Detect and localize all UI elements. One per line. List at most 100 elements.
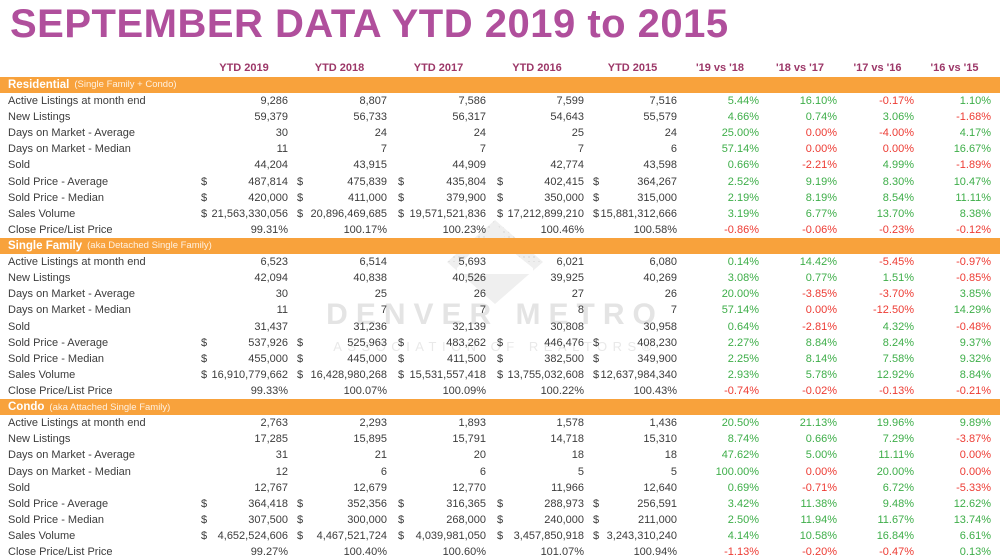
currency-symbol: $ (201, 336, 208, 349)
currency-symbol: $ (593, 336, 600, 349)
change-cell: 0.00% (882, 143, 914, 156)
value-text: 99.33% (250, 385, 288, 398)
change-cell: 8.24% (882, 336, 914, 349)
row-label: Sales Volume (8, 207, 76, 220)
value-text: 26 (664, 288, 677, 301)
value-text: 30,958 (643, 320, 677, 333)
value-text: 446,476 (544, 336, 584, 349)
change-cell: 14.29% (953, 304, 991, 317)
value-cell: $256,591 (586, 498, 679, 510)
value-cell: 100.23% (389, 224, 488, 236)
value-cell: 100.17% (290, 224, 389, 236)
value-text: 100.94% (633, 546, 677, 559)
change-cell: 8.14% (805, 352, 837, 365)
value-cell: $3,243,310,240 (586, 530, 679, 542)
change-cell: 19.96% (876, 416, 914, 429)
value-text: 6 (479, 465, 486, 478)
change-cell: 11.38% (800, 497, 838, 510)
section-subtitle: (Single Family + Condo) (74, 79, 177, 91)
value-cell: $300,000 (290, 514, 389, 526)
value-text: 11 (276, 143, 288, 156)
column-header: '16 vs '15 (930, 62, 979, 74)
value-text: 3,457,850,918 (513, 530, 584, 543)
table-row: Sold Price - Median $455,000 $445,000 $411,… (0, 351, 993, 367)
change-cell: -2.81% (802, 320, 837, 333)
ytd-data-table: YTD 2019 YTD 2018 YTD 2017 YTD 2016 YTD 2015… (0, 46, 1000, 559)
value-cell: 7 (389, 143, 488, 155)
change-cell: 0.77% (805, 271, 837, 284)
value-text: 408,230 (637, 336, 677, 349)
value-cell: $16,910,779,662 (198, 369, 290, 381)
change-cell: 9.32% (959, 352, 991, 365)
change-cell: -0.74% (724, 385, 759, 398)
value-text: 17,212,899,210 (507, 207, 584, 220)
table-row: Active Listings at month end 9,286 8,807 7,… (0, 93, 993, 109)
value-text: 100.09% (442, 385, 486, 398)
table-row: Sold 31,437 31,236 32,139 30,808 30,958 0.64% -… (0, 318, 993, 334)
change-cell: -4.00% (879, 126, 914, 139)
value-cell: 7 (290, 143, 389, 155)
value-text: 15,310 (643, 433, 677, 446)
value-text: 256,591 (637, 497, 677, 510)
value-text: 307,500 (248, 514, 288, 527)
value-cell: $382,500 (488, 353, 586, 365)
change-cell: 5.00% (805, 449, 837, 462)
value-text: 100.23% (442, 224, 486, 237)
value-cell: $4,467,521,724 (290, 530, 389, 542)
currency-symbol: $ (497, 336, 504, 349)
value-text: 100.22% (540, 385, 584, 398)
value-cell: 55,579 (586, 111, 679, 123)
change-cell: 0.00% (805, 304, 837, 317)
table-row: Sold Price - Median $420,000 $411,000 $379,… (0, 190, 993, 206)
table-row: Sold Price - Average $364,418 $352,356 $316… (0, 496, 993, 512)
value-text: 3,243,310,240 (606, 530, 677, 543)
value-cell: 12 (198, 466, 290, 478)
value-cell: 26 (389, 288, 488, 300)
value-cell: $408,230 (586, 337, 679, 349)
value-cell: 39,925 (488, 272, 586, 284)
change-cell: 0.66% (727, 159, 759, 172)
value-text: 8 (577, 304, 584, 317)
table-row: Days on Market - Median 12 6 6 5 5 100.00% 0.00… (0, 463, 993, 479)
value-text: 18 (664, 449, 677, 462)
change-cell: 1.10% (959, 94, 991, 107)
currency-symbol: $ (201, 497, 208, 510)
value-text: 18 (571, 449, 584, 462)
change-cell: 16.10% (799, 94, 837, 107)
change-cell: 0.74% (805, 110, 837, 123)
value-text: 379,900 (446, 191, 486, 204)
value-cell: 12,770 (389, 482, 488, 494)
change-cell: 16.84% (876, 530, 914, 543)
value-text: 25 (374, 288, 387, 301)
change-cell: -0.85% (956, 271, 991, 284)
value-text: 40,269 (643, 271, 677, 284)
row-label: Close Price/List Price (8, 385, 113, 398)
value-text: 6,523 (260, 255, 288, 268)
change-cell: 20.50% (721, 416, 759, 429)
value-text: 44,204 (254, 159, 288, 172)
value-text: 13,755,032,608 (507, 369, 584, 382)
value-text: 11 (276, 304, 288, 317)
change-cell: 0.00% (805, 465, 837, 478)
value-text: 7 (479, 304, 486, 317)
value-cell: 100.22% (488, 385, 586, 397)
row-label: Active Listings at month end (8, 255, 146, 268)
value-cell: $352,356 (290, 498, 389, 510)
value-cell: $17,212,899,210 (488, 208, 586, 220)
value-text: 99.31% (250, 224, 288, 237)
change-cell: 2.27% (727, 336, 759, 349)
change-cell: -0.02% (802, 385, 837, 398)
change-cell: 11.94% (800, 514, 838, 527)
currency-symbol: $ (398, 336, 405, 349)
value-text: 39,925 (550, 271, 584, 284)
value-text: 2,763 (260, 416, 288, 429)
value-text: 100.40% (343, 546, 387, 559)
currency-symbol: $ (593, 191, 600, 204)
value-text: 382,500 (544, 352, 584, 365)
change-cell: -12.50% (873, 304, 914, 317)
value-cell: $315,000 (586, 192, 679, 204)
value-text: 483,262 (446, 336, 486, 349)
value-text: 12,637,984,340 (600, 369, 677, 382)
value-cell: 21 (290, 449, 389, 461)
